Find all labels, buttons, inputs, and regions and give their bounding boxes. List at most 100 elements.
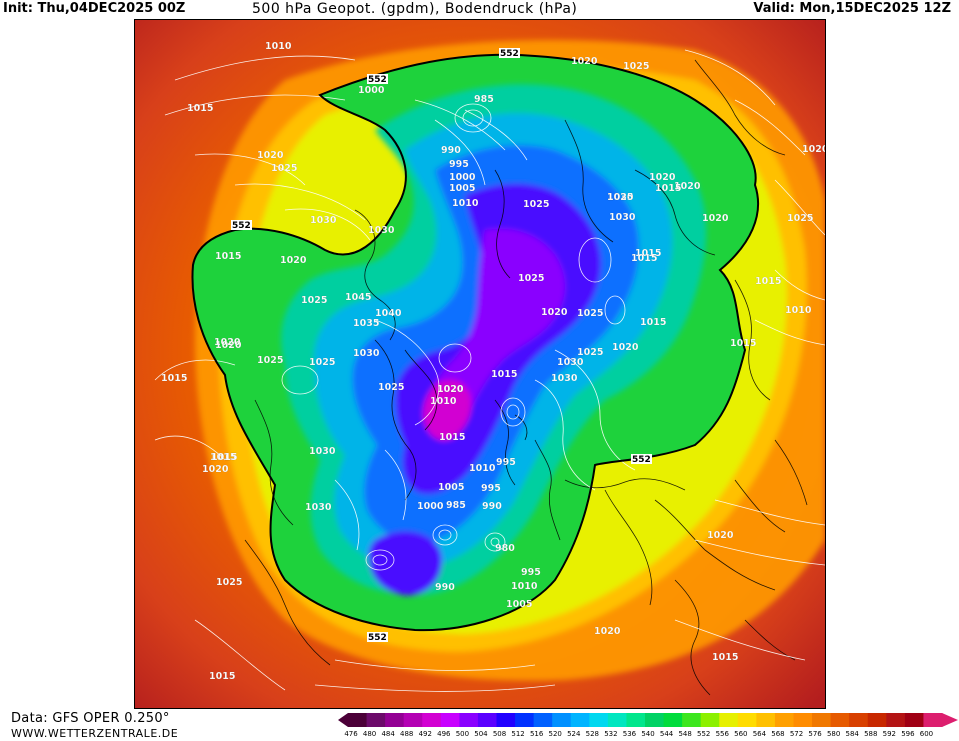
geopotential-label-bg: [499, 48, 520, 58]
pressure-contour-label: 1010: [265, 41, 292, 52]
colorbar-swatch: [682, 713, 702, 727]
pressure-contour-label: 1010: [430, 396, 457, 407]
colorbar-tick-label: 532: [604, 730, 618, 738]
pressure-isobars: [154, 49, 825, 692]
colorbar-tick-label: 536: [622, 730, 637, 738]
colorbar-tick-label: 568: [771, 730, 785, 738]
geopotential-label-bg: [367, 632, 388, 642]
colorbar-tick-label: 600: [919, 730, 934, 738]
pressure-contour-label: 1010: [511, 581, 538, 592]
pressure-contour-label: 1025: [518, 273, 544, 284]
colorbar-swatch: [626, 713, 646, 727]
colorbar-swatch: [533, 713, 553, 727]
pressure-contour-label: 1015: [209, 671, 235, 682]
colorbar-swatch: [700, 713, 720, 727]
colorbar-swatch: [886, 713, 906, 727]
pressure-contour-label: 1030: [305, 502, 332, 513]
colorbar-tick-label: 528: [585, 730, 599, 738]
pressure-contour-label: 1015: [712, 652, 738, 663]
colorbar-swatch: [793, 713, 813, 727]
colorbar-swatch: [348, 713, 368, 727]
colorbar-swatch: [440, 713, 460, 727]
colorbar-tick-label: 552: [697, 730, 711, 738]
pressure-contour-label: 1010: [452, 198, 479, 209]
pressure-contour-label: 1025: [301, 295, 327, 306]
pressure-contour-label: 980: [495, 543, 515, 554]
pressure-contour-label: 1015: [655, 183, 681, 194]
colorbar-tick-label: 584: [845, 730, 859, 738]
pressure-contour-label: 995: [496, 457, 516, 468]
pressure-contour-label: 990: [482, 501, 502, 512]
colorbar-low-arrow: [338, 713, 348, 727]
valid-time-label: Valid: Mon,15DEC2025 12Z: [753, 1, 951, 16]
colorbar-swatch: [422, 713, 442, 727]
coastlines: [244, 59, 808, 696]
pressure-contour-label: 1015: [210, 452, 236, 463]
pressure-contour-label: 1020: [215, 340, 242, 351]
pressure-contour-label: 1020: [612, 342, 639, 353]
pressure-contour-label: 1040: [375, 308, 402, 319]
pressure-contour-label: 1030: [557, 357, 584, 368]
colorbar-tick-label: 480: [362, 730, 377, 738]
pressure-contour-label: 1025: [623, 61, 649, 72]
pressure-contour-label: 1035: [353, 318, 379, 329]
pressure-contour-label: 1000: [449, 172, 476, 183]
colorbar-swatch: [552, 713, 572, 727]
pressure-contour-label: 985: [446, 500, 466, 511]
pressure-contour-label: 1030: [607, 192, 634, 203]
colorbar-swatch: [867, 713, 887, 727]
pressure-contour-label: 995: [449, 159, 469, 170]
colorbar-swatch: [515, 713, 535, 727]
pressure-contour-label: 1025: [607, 192, 633, 203]
colorbar-swatch: [366, 713, 386, 727]
pressure-contour-label: 1025: [271, 163, 297, 174]
colorbar-tick-label: 556: [715, 730, 729, 738]
pressure-contour-label: 1020: [702, 213, 729, 224]
colorbar-swatch: [459, 713, 479, 727]
geopotential-contour-label: 552: [368, 633, 387, 643]
pressure-contour-label: 1015: [439, 432, 465, 443]
pressure-contour-label: 1030: [353, 348, 380, 359]
colorbar-swatch: [923, 713, 943, 727]
geopotential-contour-label: 552: [500, 49, 519, 59]
pressure-contour-label: 1030: [609, 212, 636, 223]
colorbar-tick-label: 524: [567, 730, 581, 738]
colorbar-swatch: [904, 713, 924, 727]
colorbar-tick-label: 572: [789, 730, 804, 738]
colorbar-swatch: [663, 713, 683, 727]
colorbar-tick-label: 580: [826, 730, 841, 738]
pressure-contour-label: 1020: [280, 255, 307, 266]
colorbar-tick-label: 492: [418, 730, 432, 738]
colorbar-swatch: [830, 713, 850, 727]
pressure-contour-label: 995: [521, 567, 541, 578]
pressure-contour-label: 1025: [378, 382, 404, 393]
pressure-contour-label: 1020: [594, 626, 621, 637]
colorbar-tick-label: 548: [678, 730, 692, 738]
pressure-contour-label: 1015: [730, 338, 756, 349]
geopotential-label-bg: [367, 74, 388, 84]
pressure-contour-label: 1000: [358, 85, 385, 96]
pressure-contour-label: 995: [481, 483, 501, 494]
geopotential-label-bg: [631, 454, 652, 464]
colorbar-tick-label: 564: [752, 730, 767, 738]
colorbar-swatch: [477, 713, 497, 727]
data-source-label: Data: GFS OPER 0.250°: [11, 711, 170, 726]
colorbar-tick-label: 540: [641, 730, 655, 738]
colorbar-swatch: [570, 713, 590, 727]
geopotential-552-line: [191, 53, 760, 632]
pressure-contour-label: 1010: [469, 463, 496, 474]
colorbar-tick-label: 488: [400, 730, 414, 738]
colorbar-tick-label: 484: [381, 730, 395, 738]
geopotential-contour-label: 552: [632, 455, 651, 465]
colorbar-swatch: [589, 713, 609, 727]
pressure-contour-label: 1025: [577, 308, 603, 319]
pressure-contour-label: 1030: [368, 225, 395, 236]
pressure-contour-label: 1025: [577, 347, 603, 358]
colorbar-tick-label: 476: [344, 730, 358, 738]
pressure-contour-label: 1015: [161, 373, 187, 384]
pressure-contour-label: 990: [441, 145, 461, 156]
colorbar-tick-label: 500: [455, 730, 470, 738]
pressure-contour-label: 1020: [707, 530, 734, 541]
colorbar-tick-label: 516: [529, 730, 544, 738]
pressure-contour-label: 1015: [755, 276, 781, 287]
